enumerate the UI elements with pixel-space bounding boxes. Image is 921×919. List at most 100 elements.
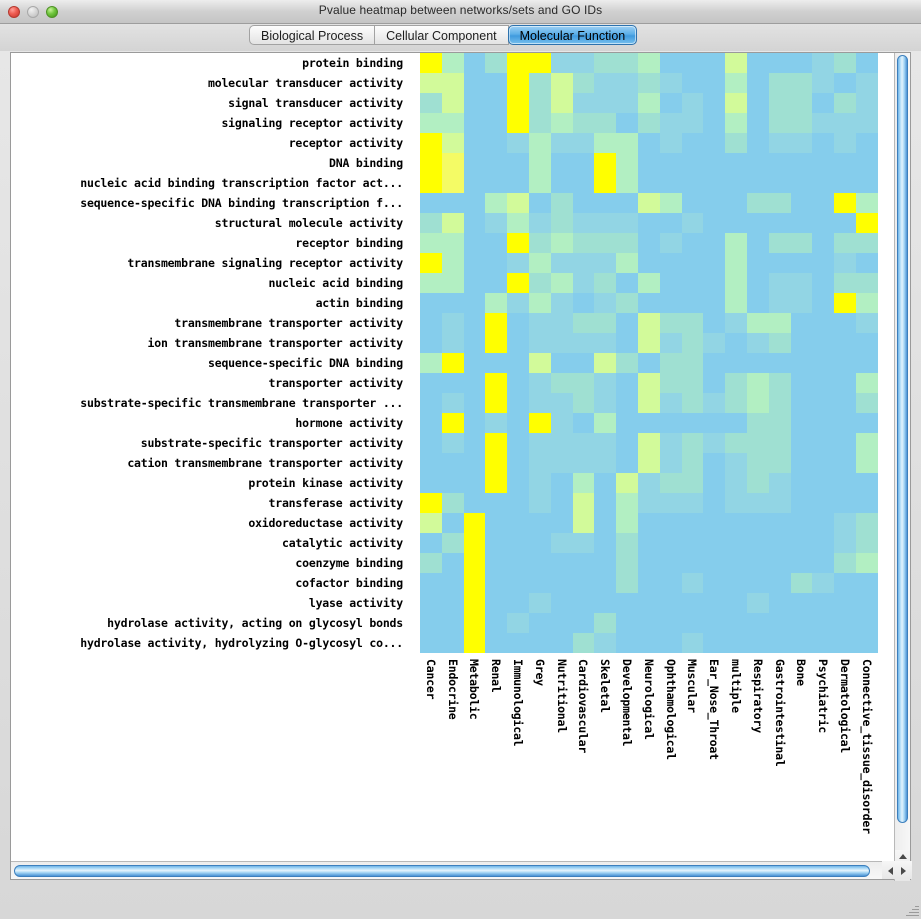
heatmap-cell[interactable] [855,593,878,613]
heatmap-cell[interactable] [594,373,617,393]
heatmap-cell[interactable] [616,453,638,473]
heatmap-cell[interactable] [790,133,813,153]
heatmap-cell[interactable] [507,453,529,473]
heatmap-cell[interactable] [746,113,769,133]
heatmap-cell[interactable] [703,193,726,213]
heatmap-cell[interactable] [485,133,508,153]
heatmap-cell[interactable] [485,333,508,353]
heatmap-cell[interactable] [637,333,660,353]
heatmap-cell[interactable] [616,153,638,173]
heatmap-cell[interactable] [834,433,856,453]
heatmap-cell[interactable] [834,633,856,653]
heatmap-cell[interactable] [637,513,660,533]
heatmap-cell[interactable] [637,613,660,633]
vertical-scrollbar[interactable] [894,53,910,850]
heatmap-cell[interactable] [703,93,726,113]
heatmap-cell[interactable] [834,333,856,353]
heatmap-cell[interactable] [441,333,464,353]
heatmap-cell[interactable] [768,313,791,333]
heatmap-cell[interactable] [768,153,791,173]
heatmap-cell[interactable] [528,613,551,633]
heatmap-cell[interactable] [703,433,726,453]
heatmap-cell[interactable] [659,293,682,313]
heatmap-cell[interactable] [637,153,660,173]
heatmap-cell[interactable] [594,513,617,533]
heatmap-cell[interactable] [790,113,813,133]
heatmap-cell[interactable] [485,493,508,513]
heatmap-cell[interactable] [768,433,791,453]
heatmap-cell[interactable] [594,633,617,653]
heatmap-cell[interactable] [681,213,704,233]
heatmap-cell[interactable] [528,93,551,113]
heatmap-cell[interactable] [420,193,442,213]
heatmap-cell[interactable] [463,613,486,633]
heatmap-cell[interactable] [746,253,769,273]
heatmap-cell[interactable] [507,313,529,333]
heatmap-cell[interactable] [572,513,595,533]
heatmap-cell[interactable] [637,213,660,233]
heatmap-cell[interactable] [855,533,878,553]
heatmap-cell[interactable] [594,413,617,433]
heatmap-cell[interactable] [550,413,573,433]
heatmap-cell[interactable] [572,253,595,273]
heatmap-cell[interactable] [463,73,486,93]
heatmap-cell[interactable] [616,613,638,633]
heatmap-cell[interactable] [855,453,878,473]
heatmap-cell[interactable] [507,233,529,253]
heatmap-cell[interactable] [703,113,726,133]
heatmap-cell[interactable] [507,253,529,273]
heatmap-cell[interactable] [746,413,769,433]
heatmap-cell[interactable] [572,633,595,653]
heatmap-cell[interactable] [768,213,791,233]
heatmap-cell[interactable] [528,553,551,573]
heatmap-cell[interactable] [681,153,704,173]
heatmap-cell[interactable] [528,133,551,153]
heatmap-cell[interactable] [659,93,682,113]
heatmap-cell[interactable] [463,333,486,353]
heatmap-cell[interactable] [637,273,660,293]
heatmap-cell[interactable] [703,533,726,553]
heatmap-cell[interactable] [725,333,747,353]
heatmap-cell[interactable] [528,173,551,193]
heatmap-cell[interactable] [746,193,769,213]
heatmap-cell[interactable] [550,173,573,193]
heatmap-cell[interactable] [463,193,486,213]
heatmap-cell[interactable] [681,233,704,253]
heatmap-cell[interactable] [616,493,638,513]
heatmap-cell[interactable] [855,193,878,213]
heatmap-cell[interactable] [725,253,747,273]
heatmap-cell[interactable] [812,313,835,333]
heatmap-cell[interactable] [834,73,856,93]
arrow-left-icon[interactable] [888,867,893,875]
heatmap-cell[interactable] [637,253,660,273]
heatmap-cell[interactable] [550,433,573,453]
heatmap-cell[interactable] [746,633,769,653]
heatmap-cell[interactable] [812,413,835,433]
heatmap-cell[interactable] [420,473,442,493]
heatmap-cell[interactable] [616,293,638,313]
heatmap-cell[interactable] [834,533,856,553]
heatmap-cell[interactable] [725,513,747,533]
heatmap-cell[interactable] [855,253,878,273]
heatmap-cell[interactable] [463,633,486,653]
heatmap-cell[interactable] [768,293,791,313]
heatmap-cell[interactable] [703,133,726,153]
heatmap-cell[interactable] [507,393,529,413]
heatmap-cell[interactable] [790,233,813,253]
heatmap-cell[interactable] [637,313,660,333]
heatmap-cell[interactable] [681,193,704,213]
heatmap-cell[interactable] [616,133,638,153]
heatmap-cell[interactable] [812,253,835,273]
heatmap-cell[interactable] [528,493,551,513]
heatmap-cell[interactable] [834,193,856,213]
heatmap-cell[interactable] [637,633,660,653]
heatmap-cell[interactable] [507,193,529,213]
heatmap-cell[interactable] [637,353,660,373]
heatmap-cell[interactable] [420,593,442,613]
heatmap-cell[interactable] [659,493,682,513]
heatmap-cell[interactable] [790,293,813,313]
heatmap-cell[interactable] [463,453,486,473]
heatmap-cell[interactable] [420,353,442,373]
heatmap-cell[interactable] [507,473,529,493]
heatmap-cell[interactable] [550,213,573,233]
